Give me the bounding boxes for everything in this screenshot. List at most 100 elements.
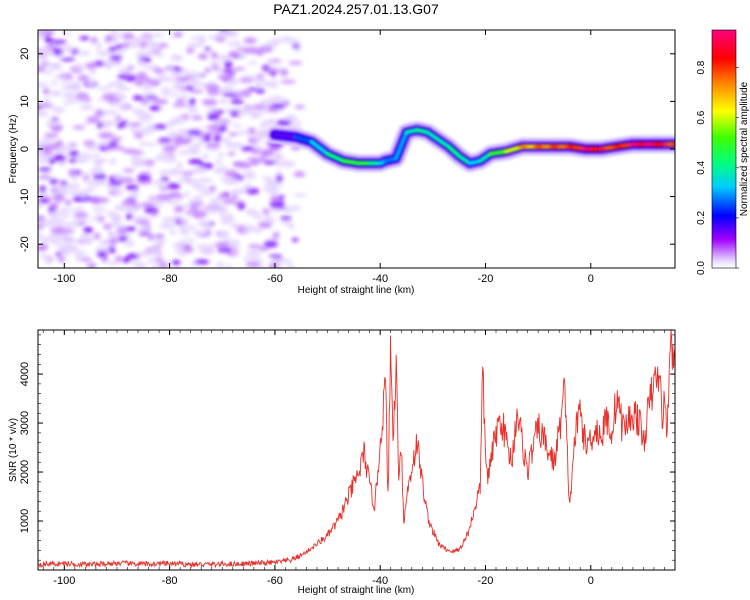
x-tick-label: -20 bbox=[478, 273, 494, 285]
noise-speckle bbox=[268, 262, 280, 268]
y-tick-label: 20 bbox=[19, 48, 31, 60]
noise-speckle bbox=[271, 155, 284, 162]
noise-speckle bbox=[171, 92, 178, 98]
noise-speckle bbox=[105, 97, 122, 103]
noise-speckle bbox=[240, 146, 256, 152]
noise-speckle bbox=[175, 98, 185, 104]
noise-speckle bbox=[186, 129, 202, 137]
noise-speckle bbox=[169, 229, 177, 236]
noise-speckle bbox=[44, 35, 51, 43]
noise-speckle bbox=[204, 46, 211, 51]
noise-speckle bbox=[233, 40, 241, 46]
noise-speckle bbox=[114, 173, 123, 181]
noise-speckle bbox=[220, 220, 231, 225]
noise-speckle bbox=[65, 142, 76, 150]
noise-speckle bbox=[203, 134, 211, 143]
noise-speckle bbox=[153, 179, 167, 186]
ridge-segment bbox=[488, 149, 509, 157]
noise-speckle bbox=[222, 198, 235, 205]
noise-speckle bbox=[152, 235, 160, 242]
noise-speckle bbox=[51, 124, 63, 132]
noise-speckle bbox=[64, 199, 72, 206]
noise-speckle bbox=[118, 106, 130, 112]
noise-speckle bbox=[291, 237, 299, 242]
noise-speckle bbox=[107, 82, 115, 88]
noise-speckle bbox=[204, 67, 211, 73]
noise-speckle bbox=[38, 175, 51, 180]
noise-speckle bbox=[74, 254, 84, 262]
noise-speckle bbox=[120, 32, 135, 40]
noise-speckle bbox=[116, 206, 132, 212]
noise-speckle bbox=[251, 148, 261, 155]
noise-speckle bbox=[122, 168, 135, 173]
noise-speckle bbox=[74, 206, 85, 213]
noise-speckle bbox=[168, 67, 175, 74]
x-tick-label: 0 bbox=[588, 273, 594, 285]
noise-speckle bbox=[291, 43, 301, 49]
noise-speckle bbox=[237, 130, 245, 136]
noise-speckle bbox=[270, 79, 278, 84]
noise-speckle bbox=[141, 91, 156, 96]
noise-speckle bbox=[263, 80, 273, 88]
noise-speckle bbox=[83, 226, 93, 234]
noise-speckle bbox=[216, 54, 232, 62]
noise-speckle bbox=[159, 223, 175, 230]
noise-speckle bbox=[99, 141, 111, 147]
noise-speckle bbox=[225, 30, 234, 33]
spectrogram-ridge-layer bbox=[265, 121, 675, 173]
noise-speckle bbox=[114, 115, 122, 122]
noise-speckle bbox=[49, 90, 63, 97]
noise-speckle bbox=[112, 33, 125, 39]
noise-speckle bbox=[225, 142, 235, 149]
noise-speckle bbox=[188, 98, 196, 106]
noise-speckle bbox=[176, 76, 192, 82]
ridge-segment bbox=[272, 132, 299, 140]
noise-speckle bbox=[122, 42, 130, 49]
noise-speckle bbox=[215, 37, 226, 42]
noise-speckle bbox=[138, 141, 148, 146]
x-tick-label: -60 bbox=[267, 575, 283, 587]
noise-speckle bbox=[178, 94, 190, 99]
noise-speckle bbox=[59, 181, 68, 186]
noise-speckle bbox=[109, 145, 126, 151]
noise-speckle bbox=[243, 225, 257, 233]
noise-speckle bbox=[204, 207, 218, 214]
noise-speckle bbox=[216, 248, 233, 253]
noise-speckle bbox=[223, 60, 233, 68]
ridge-segment bbox=[341, 158, 362, 166]
noise-speckle bbox=[213, 135, 222, 142]
noise-speckle bbox=[46, 153, 55, 159]
noise-speckle bbox=[117, 229, 128, 234]
noise-speckle bbox=[243, 37, 257, 44]
noise-speckle bbox=[50, 81, 58, 86]
noise-speckle bbox=[47, 64, 64, 70]
noise-speckle bbox=[39, 50, 55, 57]
noise-speckle bbox=[287, 121, 303, 126]
noise-speckle bbox=[205, 131, 216, 136]
y-tick-label: 10 bbox=[19, 95, 31, 107]
noise-speckle bbox=[276, 119, 292, 127]
noise-speckle bbox=[161, 155, 177, 163]
noise-speckle bbox=[280, 220, 294, 226]
snr-y-axis-title: SNR (10 * v/v) bbox=[8, 418, 19, 482]
noise-speckle bbox=[265, 179, 277, 185]
noise-speckle bbox=[123, 240, 135, 247]
noise-speckle bbox=[43, 69, 53, 75]
noise-speckle bbox=[241, 74, 258, 79]
noise-speckle bbox=[264, 213, 272, 222]
noise-speckle bbox=[176, 161, 183, 169]
noise-speckle bbox=[44, 143, 60, 151]
noise-speckle bbox=[59, 243, 75, 252]
noise-speckle bbox=[112, 102, 125, 107]
noise-speckle bbox=[181, 203, 193, 208]
noise-speckle bbox=[202, 223, 212, 230]
noise-speckle bbox=[293, 171, 306, 178]
noise-speckle bbox=[131, 161, 142, 168]
noise-speckle bbox=[86, 116, 100, 124]
ridge-peak bbox=[627, 142, 638, 146]
noise-speckle bbox=[210, 51, 218, 59]
noise-speckle bbox=[60, 77, 68, 83]
noise-speckle bbox=[213, 168, 224, 174]
noise-speckle bbox=[194, 82, 208, 88]
noise-speckle bbox=[178, 150, 191, 156]
